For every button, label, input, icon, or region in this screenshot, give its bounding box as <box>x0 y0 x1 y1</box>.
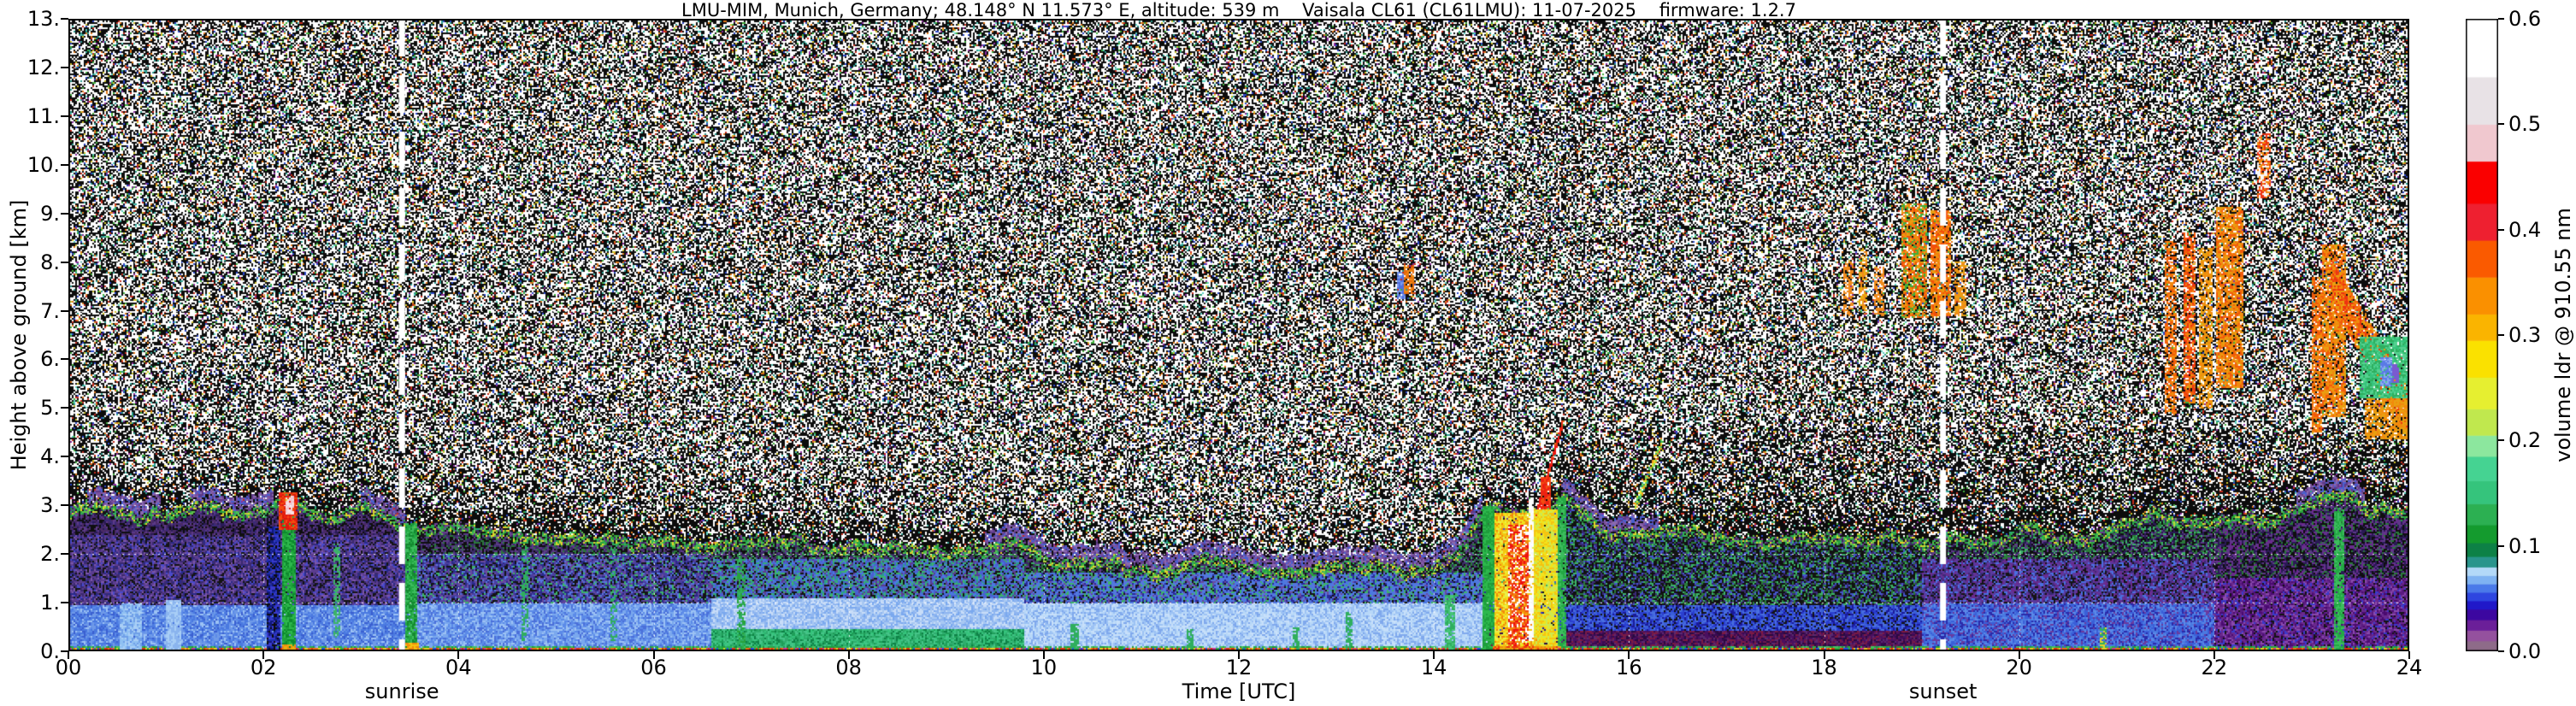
y-axis-label: Height above ground [km] <box>7 199 31 471</box>
colorbar-tick-label: 0.5 <box>2508 112 2542 137</box>
colorbar-tick-label: 0.4 <box>2508 217 2542 242</box>
x-tick-mark <box>2213 651 2215 659</box>
y-tick-label: 9. <box>40 201 60 226</box>
x-axis-label: Time [UTC] <box>1182 680 1296 703</box>
x-tick-mark <box>457 651 460 659</box>
y-tick-label: 6. <box>40 347 60 372</box>
y-tick-mark <box>61 18 68 20</box>
y-tick-mark <box>61 261 68 263</box>
y-tick-label: 3. <box>40 493 60 518</box>
y-tick-label: 5. <box>40 396 60 421</box>
x-tick-label: 22 <box>2201 656 2228 680</box>
y-tick-label: 8. <box>40 250 60 274</box>
colorbar-tick-mark <box>2498 123 2504 126</box>
y-tick-label: 4. <box>40 444 60 469</box>
x-tick-mark <box>1238 651 1240 659</box>
x-tick-label: 12 <box>1225 656 1253 680</box>
x-tick-label: 04 <box>445 656 472 680</box>
y-tick-mark <box>61 504 68 507</box>
x-tick-mark <box>2408 651 2410 659</box>
x-tick-mark <box>68 651 69 659</box>
y-tick-mark <box>61 650 68 652</box>
colorbar-tick-mark <box>2498 18 2504 20</box>
y-tick-mark <box>61 115 68 117</box>
y-tick-mark <box>61 553 68 556</box>
ldr-heatmap-canvas <box>68 19 2409 651</box>
y-tick-label: 10. <box>27 152 60 177</box>
colorbar-tick-label: 0.3 <box>2508 323 2542 347</box>
colorbar-tick-mark <box>2498 544 2504 547</box>
x-tick-mark <box>2018 651 2020 659</box>
chart-title: LMU-MIM, Munich, Germany; 48.148° N 11.5… <box>681 0 1796 21</box>
colorbar-label: volume ldr @ 910.55 nm <box>2551 208 2575 462</box>
x-tick-mark <box>1628 651 1630 659</box>
x-tick-label: 02 <box>250 656 277 680</box>
colorbar-tick-mark <box>2498 650 2504 652</box>
y-tick-label: 1. <box>40 591 60 615</box>
y-tick-mark <box>61 163 68 166</box>
colorbar-canvas <box>2466 19 2498 651</box>
y-tick-mark <box>61 602 68 604</box>
x-tick-label: 20 <box>2006 656 2032 680</box>
y-tick-mark <box>61 358 68 361</box>
x-tick-mark <box>1433 651 1435 659</box>
y-tick-mark <box>61 407 68 409</box>
x-tick-label: 16 <box>1616 656 1642 680</box>
x-tick-label: 08 <box>835 656 862 680</box>
x-tick-mark <box>1042 651 1045 659</box>
x-tick-label: 14 <box>1420 656 1447 680</box>
x-tick-mark <box>262 651 265 659</box>
x-tick-mark <box>847 651 850 659</box>
y-tick-label: 2. <box>40 542 60 567</box>
x-tick-label: 10 <box>1030 656 1058 680</box>
x-tick-mark <box>1823 651 1825 659</box>
sunrise-label: sunrise <box>364 680 439 703</box>
y-tick-label: 12. <box>27 55 60 79</box>
y-tick-mark <box>61 309 68 312</box>
colorbar-tick-label: 0.0 <box>2508 639 2542 663</box>
colorbar-tick-label: 0.2 <box>2508 428 2542 453</box>
x-tick-label: 06 <box>640 656 667 680</box>
x-tick-label: 18 <box>1811 656 1837 680</box>
colorbar-tick-mark <box>2498 228 2504 231</box>
sunset-label: sunset <box>1908 680 1978 703</box>
x-tick-label: 00 <box>55 656 82 680</box>
y-tick-label: 7. <box>40 298 60 323</box>
y-tick-mark <box>61 456 68 458</box>
y-tick-label: 13. <box>27 7 60 31</box>
y-tick-mark <box>61 212 68 215</box>
x-tick-mark <box>652 651 655 659</box>
x-tick-label: 24 <box>2396 656 2423 680</box>
colorbar-tick-mark <box>2498 439 2504 442</box>
colorbar-tick-label: 0.6 <box>2508 7 2542 31</box>
y-tick-label: 11. <box>27 103 60 128</box>
y-tick-label: 0. <box>40 639 60 663</box>
colorbar-tick-mark <box>2498 334 2504 336</box>
y-tick-mark <box>61 66 68 68</box>
colorbar-tick-label: 0.1 <box>2508 533 2542 558</box>
